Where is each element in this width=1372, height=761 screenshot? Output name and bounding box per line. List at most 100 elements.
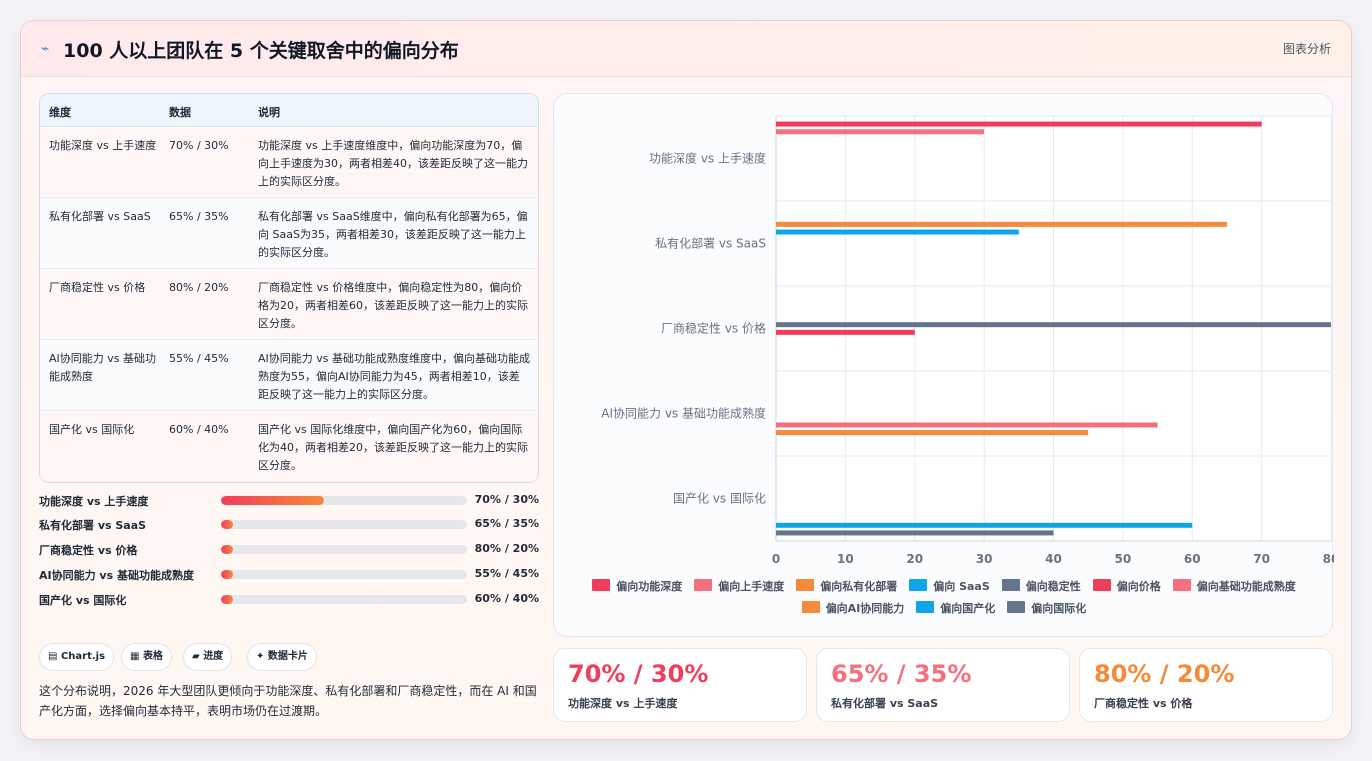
- progress-fill: [221, 570, 234, 579]
- x-tick-label: 50: [1115, 552, 1132, 566]
- tag-progress[interactable]: ▰ 进度: [183, 643, 233, 671]
- x-tick-label: 40: [1045, 552, 1062, 566]
- legend-label: 偏向功能深度: [616, 580, 683, 593]
- progress-fill: [221, 520, 234, 529]
- legend-label: 偏向上手速度: [718, 580, 785, 593]
- progress-label: 功能深度 vs 上手速度: [39, 495, 149, 508]
- row-dimension: 私有化部署 vs SaaS: [49, 210, 151, 223]
- progress-row: 功能深度 vs 上手速度 70% / 30%: [39, 491, 539, 511]
- row-data: 65% / 35%: [169, 210, 229, 223]
- legend-swatch: [916, 601, 935, 613]
- x-tick-label: 20: [906, 552, 923, 566]
- table-header: 维度 数据 说明: [40, 94, 538, 127]
- legend-label: 偏向价格: [1116, 580, 1161, 593]
- y-category-label: 功能深度 vs 上手速度: [649, 151, 766, 166]
- row-description: 厂商稳定性 vs 价格维度中，偏向稳定性为80，偏向价格为20，两者相差60，该…: [258, 281, 528, 330]
- legend-swatch: [1092, 579, 1111, 591]
- column-header-description: 说明: [258, 106, 280, 119]
- column-header-dimension: 维度: [49, 106, 71, 119]
- row-dimension: AI协同能力 vs 基础功能成熟度: [49, 352, 157, 383]
- stat-card: 80% / 20% 厂商稳定性 vs 价格: [1079, 648, 1333, 722]
- row-data: 60% / 40%: [169, 423, 229, 436]
- page-title: 100 人以上团队在 5 个关键取舍中的偏向分布: [63, 40, 459, 62]
- progress-row: 厂商稳定性 vs 价格 80% / 20%: [39, 540, 539, 560]
- dashboard-card: ⌁ 100 人以上团队在 5 个关键取舍中的偏向分布 图表分析 维度 数据 说明…: [20, 20, 1352, 740]
- progress-fill: [221, 496, 325, 505]
- sparkle-icon: ✦: [256, 651, 265, 662]
- legend-label: 偏向国际化: [1031, 602, 1087, 615]
- legend-swatch: [909, 579, 928, 591]
- bar: [776, 129, 985, 135]
- bar: [776, 322, 1331, 328]
- y-category-label: 国产化 vs 国际化: [673, 492, 766, 506]
- legend-swatch: [1172, 579, 1191, 591]
- table-icon: ▦: [130, 651, 140, 662]
- x-tick-label: 60: [1184, 552, 1201, 566]
- tag-label: 数据卡片: [267, 651, 308, 662]
- progress-row: 私有化部署 vs SaaS 65% / 35%: [39, 515, 539, 535]
- stat-value: 65% / 35%: [831, 660, 972, 688]
- bar: [776, 530, 1054, 536]
- progress-label: 厂商稳定性 vs 价格: [39, 544, 138, 557]
- stat-label: 私有化部署 vs SaaS: [831, 697, 939, 710]
- tag-label: 表格: [142, 651, 163, 662]
- tag-chartjs[interactable]: ▤ Chart.js: [39, 643, 115, 671]
- legend-label: 偏向基础功能成熟度: [1196, 580, 1296, 593]
- row-description: 国产化 vs 国际化维度中，偏向国产化为60，偏向国际化为40，两者相差20，该…: [258, 423, 528, 472]
- legend-label: 偏向稳定性: [1025, 580, 1081, 593]
- progress-track: [221, 545, 467, 554]
- progress-track: [221, 570, 467, 579]
- x-tick-label: 30: [976, 552, 993, 566]
- legend-label: 偏向私有化部署: [820, 580, 898, 593]
- stat-card: 65% / 35% 私有化部署 vs SaaS: [816, 648, 1070, 722]
- progress-icon: ▰: [192, 651, 200, 662]
- tag-label: Chart.js: [60, 651, 106, 662]
- tag-label: 进度: [203, 651, 224, 662]
- legend-label: 偏向国产化: [940, 602, 996, 615]
- legend-swatch: [801, 601, 820, 613]
- stat-label: 厂商稳定性 vs 价格: [1094, 697, 1193, 710]
- chart-analysis-button[interactable]: 图表分析: [1282, 42, 1331, 56]
- column-header-data: 数据: [169, 106, 191, 119]
- row-description: 私有化部署 vs SaaS维度中，偏向私有化部署为65，偏向 SaaS为35，两…: [258, 210, 528, 259]
- legend-swatch: [592, 579, 611, 591]
- progress-row: 国产化 vs 国际化 60% / 40%: [39, 590, 539, 610]
- header: ⌁ 100 人以上团队在 5 个关键取舍中的偏向分布 图表分析: [21, 21, 1351, 77]
- legend-swatch: [1007, 601, 1026, 613]
- progress-track: [221, 595, 467, 604]
- tag-data-card[interactable]: ✦ 数据卡片: [247, 643, 317, 671]
- bar: [776, 329, 915, 335]
- bar: [776, 229, 1019, 235]
- bar: [776, 221, 1227, 227]
- progress-fill: [221, 545, 234, 554]
- row-data: 70% / 30%: [169, 139, 229, 152]
- tag-table[interactable]: ▦ 表格: [121, 643, 172, 671]
- progress-row: AI协同能力 vs 基础功能成熟度 55% / 45%: [39, 565, 539, 585]
- row-dimension: 功能深度 vs 上手速度: [49, 139, 157, 152]
- legend-swatch: [1001, 579, 1020, 591]
- row-data: 55% / 45%: [169, 352, 229, 365]
- x-tick-label: 0: [772, 552, 780, 566]
- legend-label: 偏向 SaaS: [933, 580, 990, 593]
- x-tick-label: 10: [837, 552, 854, 566]
- x-tick-label: 80: [1323, 552, 1334, 566]
- row-description: AI协同能力 vs 基础功能成熟度维度中，偏向基础功能成熟度为55，偏向AI协同…: [258, 352, 531, 401]
- data-table: 维度 数据 说明 功能深度 vs 上手速度 70% / 30% 功能深度 vs …: [39, 93, 539, 483]
- progress-value: 55% / 45%: [474, 567, 539, 580]
- progress-label: 私有化部署 vs SaaS: [39, 519, 147, 532]
- y-category-label: 厂商稳定性 vs 价格: [661, 321, 766, 336]
- chart-icon: ▤: [48, 651, 58, 662]
- legend-swatch: [694, 579, 713, 591]
- title-icon: ⌁: [41, 41, 50, 57]
- progress-value: 80% / 20%: [474, 542, 539, 555]
- stat-value: 70% / 30%: [568, 660, 709, 688]
- progress-track: [221, 520, 467, 529]
- progress-value: 65% / 35%: [474, 517, 539, 530]
- bar: [776, 522, 1193, 528]
- legend-swatch: [796, 579, 815, 591]
- progress-value: 70% / 30%: [474, 493, 539, 506]
- table-row: 国产化 vs 国际化 60% / 40% 国产化 vs 国际化维度中，偏向国产化…: [40, 411, 538, 482]
- table-row: AI协同能力 vs 基础功能成熟度 55% / 45% AI协同能力 vs 基础…: [40, 340, 538, 411]
